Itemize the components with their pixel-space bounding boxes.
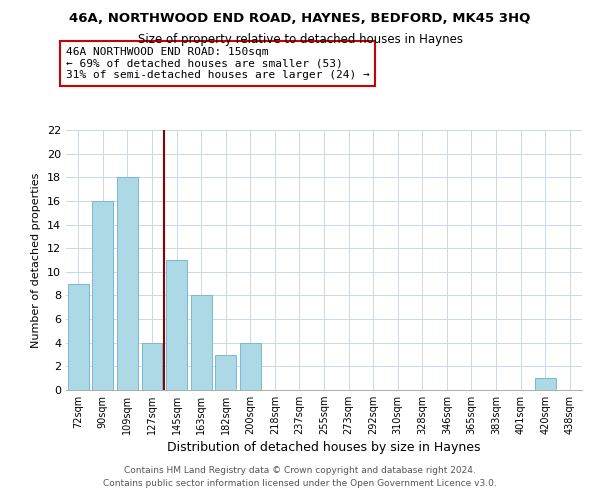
Bar (142, 342, 163, 390)
X-axis label: Distribution of detached houses by size in Haynes: Distribution of detached houses by size … (167, 442, 481, 454)
Bar (240, 342, 261, 390)
Text: Contains HM Land Registry data © Crown copyright and database right 2024.
Contai: Contains HM Land Registry data © Crown c… (103, 466, 497, 487)
Bar (117, 178, 138, 390)
Y-axis label: Number of detached properties: Number of detached properties (31, 172, 41, 348)
Bar (535, 378, 556, 390)
Text: Size of property relative to detached houses in Haynes: Size of property relative to detached ho… (137, 32, 463, 46)
Bar (68, 284, 89, 390)
Bar (215, 354, 236, 390)
Bar (191, 296, 212, 390)
Text: 46A, NORTHWOOD END ROAD, HAYNES, BEDFORD, MK45 3HQ: 46A, NORTHWOOD END ROAD, HAYNES, BEDFORD… (70, 12, 530, 26)
Text: 46A NORTHWOOD END ROAD: 150sqm
← 69% of detached houses are smaller (53)
31% of : 46A NORTHWOOD END ROAD: 150sqm ← 69% of … (66, 47, 370, 80)
Bar (166, 260, 187, 390)
Bar (92, 201, 113, 390)
